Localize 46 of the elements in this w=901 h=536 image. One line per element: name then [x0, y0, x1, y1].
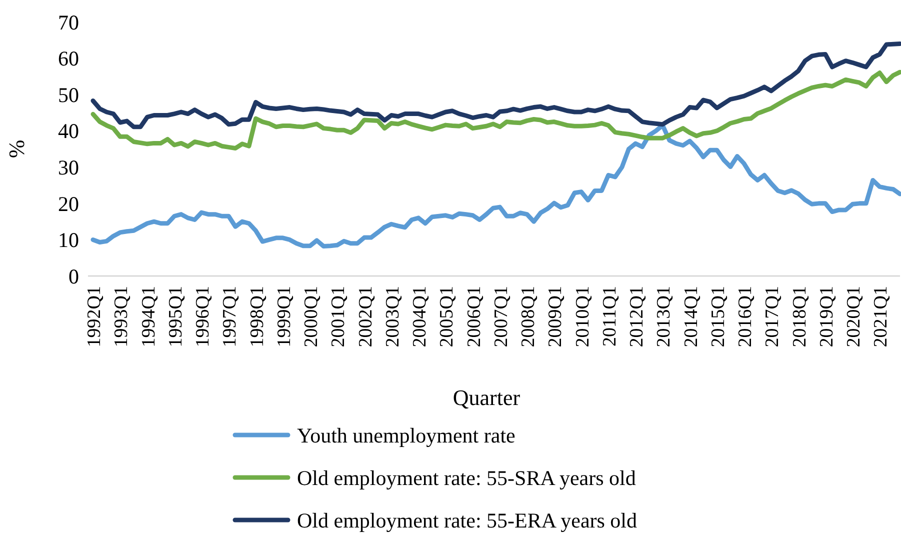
x-tick-label: 2011Q1 — [599, 286, 620, 347]
y-tick-label: 40 — [58, 119, 79, 144]
line-series — [90, 123, 901, 248]
x-tick-label: 2000Q1 — [301, 286, 322, 348]
legend-label: Old employment rate: 55-ERA years old — [297, 508, 638, 532]
y-tick-label: 50 — [58, 82, 79, 107]
x-tick-label: 2016Q1 — [735, 286, 756, 348]
x-tick-label: 1995Q1 — [165, 286, 186, 348]
x-tick-label: 1997Q1 — [220, 286, 241, 348]
x-tick-label: 1992Q1 — [84, 286, 105, 348]
x-tick-label: 2012Q1 — [626, 286, 648, 348]
x-tick-label: 2001Q1 — [328, 286, 350, 348]
y-tick-label: 30 — [58, 155, 79, 180]
x-tick-label: 1996Q1 — [192, 286, 214, 348]
x-tick-label: 2008Q1 — [518, 286, 540, 348]
x-tick-label: 2003Q1 — [382, 286, 404, 348]
y-tick-label: 60 — [58, 46, 79, 71]
x-tick-label: 2005Q1 — [436, 286, 458, 348]
legend-label: Old employment rate: 55-SRA years old — [297, 466, 636, 490]
x-tick-label: 2018Q1 — [789, 286, 810, 348]
y-tick-label: 70 — [58, 10, 79, 34]
line-series — [90, 42, 901, 130]
x-tick-label: 2014Q1 — [680, 286, 702, 348]
x-tick-label: 1998Q1 — [246, 286, 268, 348]
x-tick-label: 2017Q1 — [762, 286, 784, 348]
x-tick-label: 2002Q1 — [355, 286, 376, 348]
x-tick-label: 1994Q1 — [138, 286, 160, 348]
x-tick-label: 2013Q1 — [654, 286, 675, 348]
x-tick-label: 2021Q1 — [870, 286, 892, 348]
x-tick-label: 2019Q1 — [816, 286, 838, 348]
y-axis-title: % — [4, 140, 29, 158]
x-tick-label: 2006Q1 — [464, 286, 485, 348]
line-series — [90, 70, 901, 151]
y-tick-label: 0 — [68, 264, 79, 288]
x-tick-label: 2004Q1 — [410, 286, 431, 348]
y-tick-label: 10 — [58, 228, 79, 252]
x-tick-label: 1993Q1 — [111, 286, 132, 348]
x-tick-label: 2010Q1 — [572, 286, 594, 348]
x-tick-label: 2007Q1 — [490, 286, 512, 348]
x-tick-label: 2015Q1 — [708, 286, 729, 348]
legend-label: Youth unemployment rate — [297, 423, 516, 448]
x-axis-title: Quarter — [452, 385, 521, 410]
x-tick-label: 2020Q1 — [844, 286, 865, 348]
x-tick-label: 1999Q1 — [274, 286, 295, 348]
x-tick-label: 2009Q1 — [545, 286, 566, 348]
y-tick-label: 20 — [58, 192, 79, 216]
